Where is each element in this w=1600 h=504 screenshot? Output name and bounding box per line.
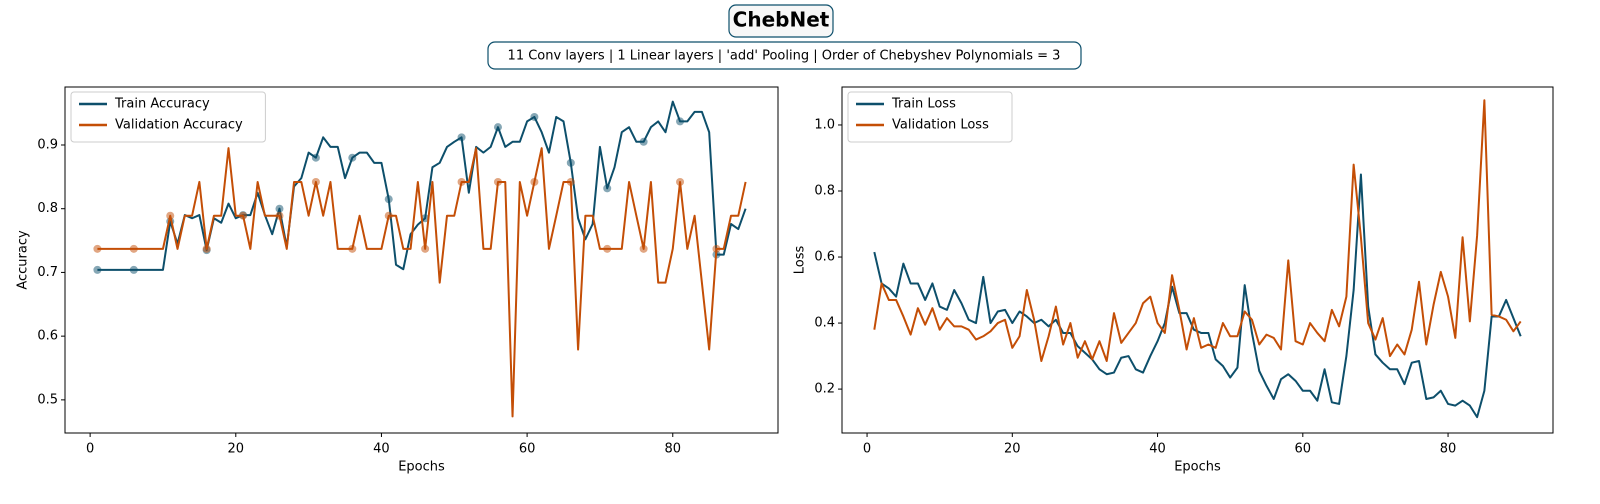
x-tick-label: 0 xyxy=(863,442,871,457)
legend-label: Validation Loss xyxy=(892,118,989,133)
figure-title: ChebNet xyxy=(733,8,830,32)
series-marker xyxy=(93,244,102,253)
y-tick-label: 0.2 xyxy=(814,382,835,397)
y-tick-label: 0.7 xyxy=(37,265,58,280)
y-axis-label: Loss xyxy=(793,246,808,275)
x-axis-label: Epochs xyxy=(1174,460,1221,475)
series-marker xyxy=(311,153,320,162)
legend-box xyxy=(847,91,1013,143)
series-line xyxy=(873,99,1522,363)
series-marker xyxy=(129,265,138,274)
series-marker xyxy=(202,244,211,253)
plot-area xyxy=(841,86,1554,434)
series-marker xyxy=(566,177,575,186)
series-marker xyxy=(639,137,648,146)
series-marker xyxy=(348,244,357,253)
x-tick-label: 20 xyxy=(228,442,245,457)
x-tick-label: 0 xyxy=(86,442,94,457)
x-tick-label: 40 xyxy=(1149,442,1166,457)
series-marker xyxy=(348,153,357,162)
series-marker xyxy=(639,244,648,253)
x-axis-label: Epochs xyxy=(398,460,445,475)
y-tick-label: 0.9 xyxy=(37,137,58,152)
series-marker xyxy=(166,211,175,220)
series-marker xyxy=(384,195,393,204)
series-marker xyxy=(421,244,430,253)
x-tick-label: 60 xyxy=(1295,442,1312,457)
series-marker xyxy=(530,177,539,186)
series-marker xyxy=(566,158,575,167)
legend-label: Train Accuracy xyxy=(114,97,210,112)
plot-area xyxy=(64,86,779,434)
x-tick-label: 20 xyxy=(1004,442,1021,457)
series-marker xyxy=(676,177,685,186)
series-marker xyxy=(603,244,612,253)
y-tick-label: 0.5 xyxy=(37,392,58,407)
series-marker xyxy=(530,112,539,121)
series-line xyxy=(97,147,747,418)
y-axis-label: Accuracy xyxy=(16,230,31,290)
subtitle-box xyxy=(487,41,1082,70)
series-marker xyxy=(676,117,685,126)
series-marker xyxy=(129,244,138,253)
figure-subtitle: 11 Conv layers | 1 Linear layers | 'add'… xyxy=(508,49,1061,64)
series-marker xyxy=(457,133,466,142)
series-marker xyxy=(275,211,284,220)
series-marker xyxy=(712,244,721,253)
legend-label: Train Loss xyxy=(891,97,956,112)
y-tick-label: 0.8 xyxy=(37,201,58,216)
x-tick-label: 60 xyxy=(519,442,536,457)
legend-label: Validation Accuracy xyxy=(115,118,243,133)
y-tick-label: 0.4 xyxy=(814,316,835,331)
y-tick-label: 0.6 xyxy=(814,250,835,265)
y-tick-label: 1.0 xyxy=(814,117,835,132)
series-marker xyxy=(421,214,430,223)
legend-box xyxy=(70,91,266,143)
y-tick-label: 0.6 xyxy=(37,329,58,344)
x-tick-label: 80 xyxy=(1440,442,1457,457)
y-tick-label: 0.8 xyxy=(814,183,835,198)
series-marker xyxy=(603,184,612,193)
series-marker xyxy=(311,177,320,186)
series-marker xyxy=(239,211,248,220)
series-marker xyxy=(275,204,284,213)
title-box xyxy=(728,4,834,38)
series-marker xyxy=(493,123,502,132)
series-marker xyxy=(93,265,102,274)
x-tick-label: 80 xyxy=(664,442,681,457)
series-marker xyxy=(457,177,466,186)
series-marker xyxy=(493,177,502,186)
series-marker xyxy=(384,211,393,220)
x-tick-label: 40 xyxy=(373,442,390,457)
